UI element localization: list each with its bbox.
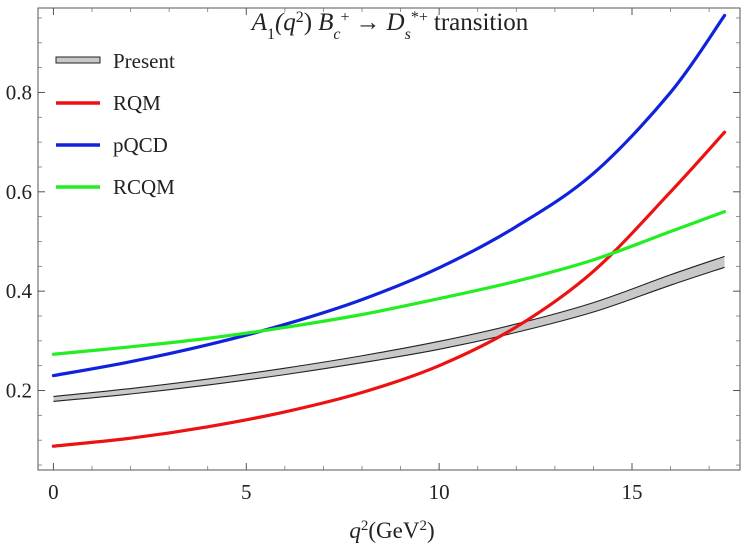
chart-title: A1(q2) Bc+ → Ds*+ transition: [250, 9, 529, 43]
y-tick-label: 0.8: [6, 80, 32, 104]
title-b-sub: c: [333, 26, 340, 43]
y-tick-label: 0.6: [6, 180, 32, 204]
legend-swatch-present: [55, 56, 101, 64]
svg-text:A1(q2)Bc+→Ds*+transition: A1(q2) Bc+ → Ds*+ transition: [250, 9, 529, 43]
x-tick-label: 15: [622, 480, 643, 504]
legend-label-rcqm: RCQM: [113, 175, 175, 199]
x-axis-label: q2(GeV2): [349, 518, 434, 543]
xlabel-var-sup: 2: [361, 518, 369, 534]
svg-text:q2(GeV2): q2(GeV2): [349, 518, 434, 543]
title-arrow: →: [356, 9, 381, 36]
plot-frame: [37, 7, 741, 471]
series-present-band-fill: [53, 256, 725, 402]
title-paren-open: (q: [275, 9, 296, 36]
series-rqm-line: [51, 130, 727, 448]
title-a: A: [250, 9, 268, 36]
legend: Present RQM pQCD RCQM: [55, 49, 175, 199]
band-layer: [53, 255, 725, 402]
legend-label-present: Present: [113, 49, 175, 73]
title-d-sup: *+: [411, 9, 428, 26]
title-q-sup: 2: [296, 9, 304, 26]
xlabel-unit-open: (GeV: [368, 518, 419, 543]
series-pqcd-line: [51, 13, 727, 378]
title-b-sup: +: [341, 9, 350, 26]
y-tick-label: 0.4: [6, 279, 33, 303]
xlabel-unit-sup: 2: [419, 518, 427, 534]
series-present-upper-line: [53, 255, 725, 398]
legend-label-pqcd: pQCD: [113, 133, 168, 157]
title-d-sub: s: [405, 26, 411, 43]
y-axis-ticks: 0.2 0.4 0.6 0.8: [6, 17, 740, 466]
x-tick-label: 10: [429, 480, 450, 504]
xlabel-var: q: [349, 518, 361, 543]
x-tick-label: 5: [241, 480, 252, 504]
title-b: B: [318, 9, 333, 36]
xlabel-unit-close: ): [427, 518, 435, 543]
x-axis-ticks: 0 5 10 15: [48, 8, 710, 504]
title-d: D: [386, 9, 405, 36]
series-rcqm-line: [51, 210, 727, 356]
title-tail: transition: [434, 9, 529, 36]
series-present-lower-line: [53, 266, 725, 402]
x-tick-label: 0: [48, 480, 59, 504]
title-a-sub: 1: [267, 26, 275, 43]
title-paren-close: ): [304, 9, 312, 36]
series-lines-layer: [51, 13, 727, 448]
y-tick-label: 0.2: [6, 379, 32, 403]
legend-label-rqm: RQM: [113, 91, 161, 115]
